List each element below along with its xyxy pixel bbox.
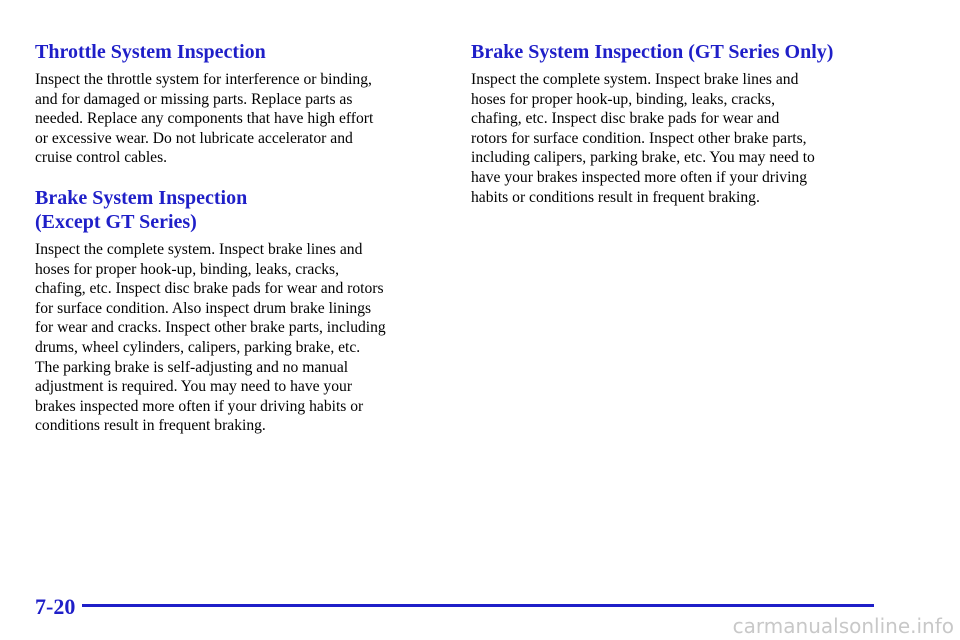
heading-line: Throttle System Inspection bbox=[35, 41, 266, 63]
text-line: The parking brake is self-adjusting and … bbox=[35, 358, 349, 376]
text-line: or excessive wear. Do not lubricate acce… bbox=[35, 129, 353, 147]
text-line: rotors for surface condition. Inspect ot… bbox=[471, 129, 807, 147]
text-line: needed. Replace any components that have… bbox=[35, 110, 374, 128]
paragraph: Inspect the throttle system for interfer… bbox=[35, 70, 445, 168]
text-line: conditions result in frequent braking. bbox=[35, 417, 266, 435]
text-line: drums, wheel cylinders, calipers, parkin… bbox=[35, 338, 361, 356]
text-line: adjustment is required. You may need to … bbox=[35, 378, 353, 396]
text-line: cruise control cables. bbox=[35, 149, 168, 167]
paragraph: Inspect the complete system. Inspect bra… bbox=[35, 240, 445, 436]
section-heading: Throttle System Inspection bbox=[35, 40, 445, 64]
heading-line: Brake System Inspection bbox=[35, 186, 248, 209]
text-line: for surface condition. Also inspect drum… bbox=[35, 299, 372, 317]
section-heading: Brake System Inspection (Except GT Series… bbox=[35, 186, 445, 234]
text-line: and for damaged or missing parts. Replac… bbox=[35, 90, 353, 108]
left-column: Throttle System Inspection Inspect the th… bbox=[35, 40, 445, 454]
text-line: brakes inspected more often if your driv… bbox=[35, 397, 364, 415]
section-heading: Brake System Inspection (GT Series Only) bbox=[471, 40, 881, 64]
heading-line: Brake System Inspection (GT Series Only) bbox=[471, 41, 834, 63]
paragraph: Inspect the complete system. Inspect bra… bbox=[471, 70, 881, 207]
watermark: carmanualsonline.info bbox=[732, 614, 954, 638]
text-line: hoses for proper hook-up, binding, leaks… bbox=[471, 90, 776, 108]
text-line: chafing, etc. Inspect disc brake pads fo… bbox=[35, 280, 384, 298]
footer-rule bbox=[82, 604, 874, 607]
text-line: Inspect the complete system. Inspect bra… bbox=[35, 240, 363, 258]
text-line: have your brakes inspected more often if… bbox=[471, 168, 808, 186]
text-line: hoses for proper hook-up, binding, leaks… bbox=[35, 260, 340, 278]
text-line: chafing, etc. Inspect disc brake pads fo… bbox=[471, 110, 780, 128]
heading-line: (Except GT Series) bbox=[35, 210, 197, 233]
right-column: Brake System Inspection (GT Series Only)… bbox=[471, 40, 881, 225]
text-line: for wear and cracks. Inspect other brake… bbox=[35, 319, 386, 337]
page-number: 7-20 bbox=[35, 594, 76, 619]
text-line: habits or conditions result in frequent … bbox=[471, 188, 760, 206]
text-line: including calipers, parking brake, etc. … bbox=[471, 149, 815, 167]
text-line: Inspect the complete system. Inspect bra… bbox=[471, 71, 799, 88]
text-line: Inspect the throttle system for interfer… bbox=[35, 71, 372, 88]
